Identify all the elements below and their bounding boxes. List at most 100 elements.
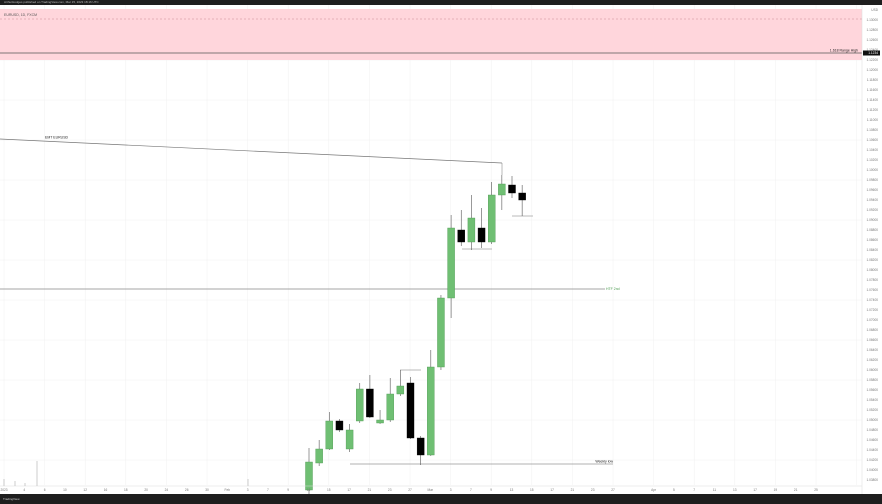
candle-up (498, 183, 506, 196)
time-tick-label: 7 (693, 488, 695, 492)
price-tick-label: 1.08200 (866, 258, 878, 262)
price-tick-label: 1.04600 (866, 438, 878, 442)
footer-bar: TradingView (0, 494, 882, 504)
candle-down (518, 192, 526, 201)
candle-down (477, 227, 486, 243)
price-tick-label: 1.09200 (866, 208, 878, 212)
time-tick-label: 11 (713, 488, 717, 492)
symbol-legend: EURUSD, 1D, FXCM (4, 13, 37, 17)
candle-down (406, 382, 415, 439)
time-tick-label: 2023 (0, 488, 7, 492)
price-tick-label: 1.07800 (866, 278, 878, 282)
time-tick-label: 3 (247, 488, 249, 492)
weekly-low-label: Weekly low (595, 460, 613, 464)
time-tick-label: 23 (388, 488, 392, 492)
candle-down (366, 388, 374, 418)
price-tick-label: 1.08600 (866, 238, 878, 242)
current-price-badge (863, 50, 880, 56)
candle-up (467, 217, 476, 243)
levels: 1.618 Range High HTF 2nd Weekly low EMT EUR… (0, 49, 862, 465)
time-tick-label: 17 (753, 488, 757, 492)
price-chart[interactable]: 1.618 Range High HTF 2nd Weekly low EMT EUR… (0, 5, 882, 495)
candle-up (437, 297, 445, 368)
price-tick-label: 1.06400 (866, 348, 878, 352)
price-tick-label: 1.07200 (866, 308, 878, 312)
price-tick-label: 1.04200 (866, 458, 878, 462)
price-tick-label: 1.11600 (867, 88, 879, 92)
price-tick-label: 1.05200 (866, 408, 878, 412)
price-tick-label: 1.06800 (866, 328, 878, 332)
time-tick-label: Feb (225, 488, 231, 492)
price-tick-label: 1.03800 (866, 478, 878, 482)
price-tick-label: 1.11800 (867, 78, 879, 82)
time-tick-label: 17 (550, 488, 554, 492)
candle-up (396, 385, 405, 395)
candle-down (457, 229, 465, 243)
time-tick-label: 24 (165, 488, 169, 492)
price-tick-label: 1.09800 (866, 178, 878, 182)
price-tick-label: 1.11400 (867, 98, 879, 102)
price-tick-label: 1.10400 (866, 148, 878, 152)
price-tick-label: 1.04400 (866, 448, 878, 452)
range-high-label: 1.618 Range High (830, 49, 858, 53)
time-tick-label: 16 (104, 488, 108, 492)
price-tick-label: 1.04000 (866, 468, 878, 472)
time-tick-label: 19 (774, 488, 778, 492)
candle-down (335, 420, 344, 431)
time-tick-label: 30 (205, 488, 209, 492)
htf-label: HTF 2nd (606, 287, 620, 291)
time-tick-label: 23 (591, 488, 595, 492)
price-tick-label: 1.07000 (866, 318, 878, 322)
time-tick-label: 13 (733, 488, 737, 492)
time-tick-label: 21 (368, 488, 372, 492)
candle-up (447, 227, 455, 299)
published-info: ArthurHodges published on TradingView.co… (4, 0, 99, 4)
candle-up (315, 448, 323, 464)
price-tick-label: 1.04800 (866, 428, 878, 432)
time-tick-label: 21 (794, 488, 798, 492)
price-tick-label: 1.09600 (866, 188, 878, 192)
time-tick-label: 10 (63, 488, 67, 492)
price-tick-label: 1.07400 (866, 298, 878, 302)
candle-up (305, 461, 313, 491)
time-tick-label: 20 (144, 488, 148, 492)
price-tick-label: 1.06600 (866, 338, 878, 342)
candle-up (488, 194, 496, 243)
time-tick-label: 15 (530, 488, 534, 492)
chart-area[interactable]: 1.618 Range High HTF 2nd Weekly low EMT EUR… (0, 5, 882, 495)
time-tick-label: 25 (814, 488, 818, 492)
candle-up (376, 419, 384, 424)
price-tick-label: 1.12400 (866, 48, 878, 52)
time-tick-label: 9 (490, 488, 492, 492)
candle-down (416, 437, 425, 456)
currency-label: USD (871, 8, 878, 12)
price-tick-label: 1.10200 (866, 158, 878, 162)
time-tick-label: Mar (428, 488, 434, 492)
candle-up (356, 388, 364, 422)
price-tick-label: 1.07600 (866, 288, 878, 292)
time-tick-label: 6 (44, 488, 46, 492)
time-tick-label: 3 (450, 488, 452, 492)
price-tick-label: 1.05000 (866, 418, 878, 422)
candle-up (325, 420, 333, 450)
candle-up (345, 429, 354, 450)
price-axis: 1.13000 1.12800 1.12600 1.12400 1.12200 1.120… (861, 5, 880, 494)
price-tick-label: 1.11000 (867, 118, 879, 122)
zone-rect (0, 9, 862, 60)
price-tick-label: 1.10000 (866, 168, 878, 172)
price-tick-label: 1.10600 (866, 138, 878, 142)
candle-up (427, 366, 435, 456)
time-tick-label: 27 (611, 488, 615, 492)
time-tick-label: 15 (327, 488, 331, 492)
candles (305, 175, 526, 495)
price-tick-label: 1.06200 (866, 358, 878, 362)
time-axis: 2023 4 6 10 12 16 18 20 24 26 30 Feb 3 7 9 13 15 17 21 23 27… (0, 461, 862, 492)
time-tick-label: 26 (185, 488, 189, 492)
time-tick-label: 13 (510, 488, 514, 492)
price-tick-label: 1.12000 (866, 68, 878, 72)
price-tick-label: 1.05400 (866, 398, 878, 402)
publish-bar: ArthurHodges published on TradingView.co… (0, 0, 882, 5)
time-tick-label: 9 (287, 488, 289, 492)
time-tick-label: 18 (124, 488, 128, 492)
price-tick-label: 1.09400 (866, 198, 878, 202)
